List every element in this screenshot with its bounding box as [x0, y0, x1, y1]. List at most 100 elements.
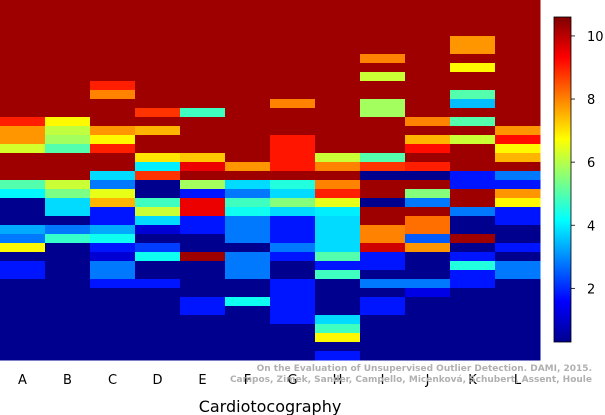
heatmap-cell: [45, 198, 91, 217]
heatmap-cell: [0, 117, 46, 127]
x-tick-label: C: [108, 373, 117, 388]
heatmap-cell: [495, 189, 541, 199]
heatmap-cell: [180, 117, 226, 154]
heatmap-cell: [405, 216, 451, 235]
heatmap-cell: [450, 261, 496, 271]
heatmap-cell: [450, 72, 496, 91]
heatmap-cell: [360, 180, 406, 199]
heatmap-cells: [0, 0, 541, 361]
heatmap-cell: [180, 315, 226, 361]
heatmap-cell: [225, 189, 271, 199]
heatmap-cell: [315, 333, 361, 343]
heatmap-cell: [270, 207, 316, 217]
heatmap-cell: [360, 171, 406, 181]
heatmap-cell: [0, 261, 46, 280]
heatmap-cell: [225, 306, 271, 361]
heatmap-cell: [315, 171, 361, 181]
heatmap-cell: [180, 180, 226, 190]
heatmap-cell: [360, 315, 406, 361]
heatmap-cell: [405, 207, 451, 217]
heatmap-cell: [450, 171, 496, 190]
heatmap-cell: [0, 234, 46, 244]
heatmap-cell: [405, 279, 451, 289]
heatmap-cell: [315, 216, 361, 253]
heatmap-cell: [495, 243, 541, 253]
heatmap-cell: [450, 126, 496, 136]
heatmap-cell: [495, 225, 541, 244]
heatmap-cell: [0, 189, 46, 199]
heatmap-cell: [135, 162, 181, 172]
heatmap-cell: [0, 144, 46, 154]
heatmap-cell: [90, 171, 136, 181]
heatmap-cell: [135, 261, 181, 280]
heatmap-cell: [450, 36, 496, 55]
heatmap-cell: [90, 189, 136, 199]
heatmap-cell: [495, 153, 541, 163]
heatmap-cell: [90, 261, 136, 280]
heatmap-cell: [315, 207, 361, 217]
heatmap-cell: [45, 180, 91, 190]
heatmap-cell: [45, 234, 91, 244]
x-tick-label: H: [333, 373, 343, 388]
heatmap-cell: [495, 198, 541, 208]
heatmap-cell: [270, 261, 316, 280]
heatmap-cell: [180, 153, 226, 163]
heatmap-cell: [315, 261, 361, 271]
colorbar-tick-label: 10: [587, 30, 604, 45]
heatmap-cell: [135, 0, 181, 109]
heatmap-cell: [450, 252, 496, 262]
heatmap-cell: [90, 243, 136, 253]
heatmap-cell: [405, 162, 451, 172]
heatmap-cell: [405, 234, 451, 244]
heatmap-cell: [360, 0, 406, 55]
x-tick-labels: A B C D E F G H I J K L: [18, 373, 522, 388]
heatmap-cell: [45, 135, 91, 145]
colorbar-tick-label: 4: [587, 219, 595, 234]
heatmap-cell: [225, 207, 271, 217]
heatmap-cell: [45, 189, 91, 199]
heatmap-cell: [45, 216, 91, 226]
heatmap-cell: [405, 189, 451, 199]
heatmap-cell: [270, 180, 316, 190]
heatmap-cell: [0, 279, 46, 361]
heatmap-cell: [90, 144, 136, 154]
heatmap-cell: [135, 234, 181, 244]
heatmap-cell: [360, 270, 406, 280]
heatmap-cell: [405, 0, 451, 118]
heatmap-cell: [270, 243, 316, 253]
heatmap-cell: [495, 135, 541, 145]
heatmap-cell: [0, 198, 46, 226]
heatmap-cell: [450, 270, 496, 289]
heatmap-cell: [360, 99, 406, 118]
heatmap-cell: [450, 216, 496, 235]
heatmap-cell: [495, 126, 541, 136]
heatmap-cell: [225, 243, 271, 253]
heatmap-cell: [405, 198, 451, 208]
heatmap-cell: [315, 315, 361, 325]
heatmap-cell: [135, 153, 181, 163]
watermark-line-1: On the Evaluation of Unsupervised Outlie…: [257, 364, 592, 374]
heatmap-cell: [360, 117, 406, 154]
heatmap-cell: [315, 252, 361, 262]
heatmap-cell: [135, 216, 181, 226]
colorbar: [553, 16, 572, 343]
heatmap-cell: [450, 144, 496, 172]
heatmap-cell: [495, 261, 541, 280]
heatmap-cell: [135, 198, 181, 208]
heatmap-cell: [90, 0, 136, 82]
heatmap-cell: [0, 0, 46, 118]
heatmap-cell: [360, 288, 406, 298]
heatmap-cell: [405, 135, 451, 145]
heatmap-cell: [405, 117, 451, 127]
heatmap-cell: [360, 207, 406, 226]
heatmap-cell: [450, 207, 496, 217]
heatmap-cell: [450, 63, 496, 73]
heatmap-cell: [360, 72, 406, 82]
heatmap-cell: [180, 216, 226, 235]
heatmap-cell: [315, 198, 361, 208]
heatmap-cell: [180, 234, 226, 253]
heatmap-cell: [450, 99, 496, 109]
heatmap-cell: [90, 90, 136, 100]
heatmap-cell: [405, 126, 451, 136]
